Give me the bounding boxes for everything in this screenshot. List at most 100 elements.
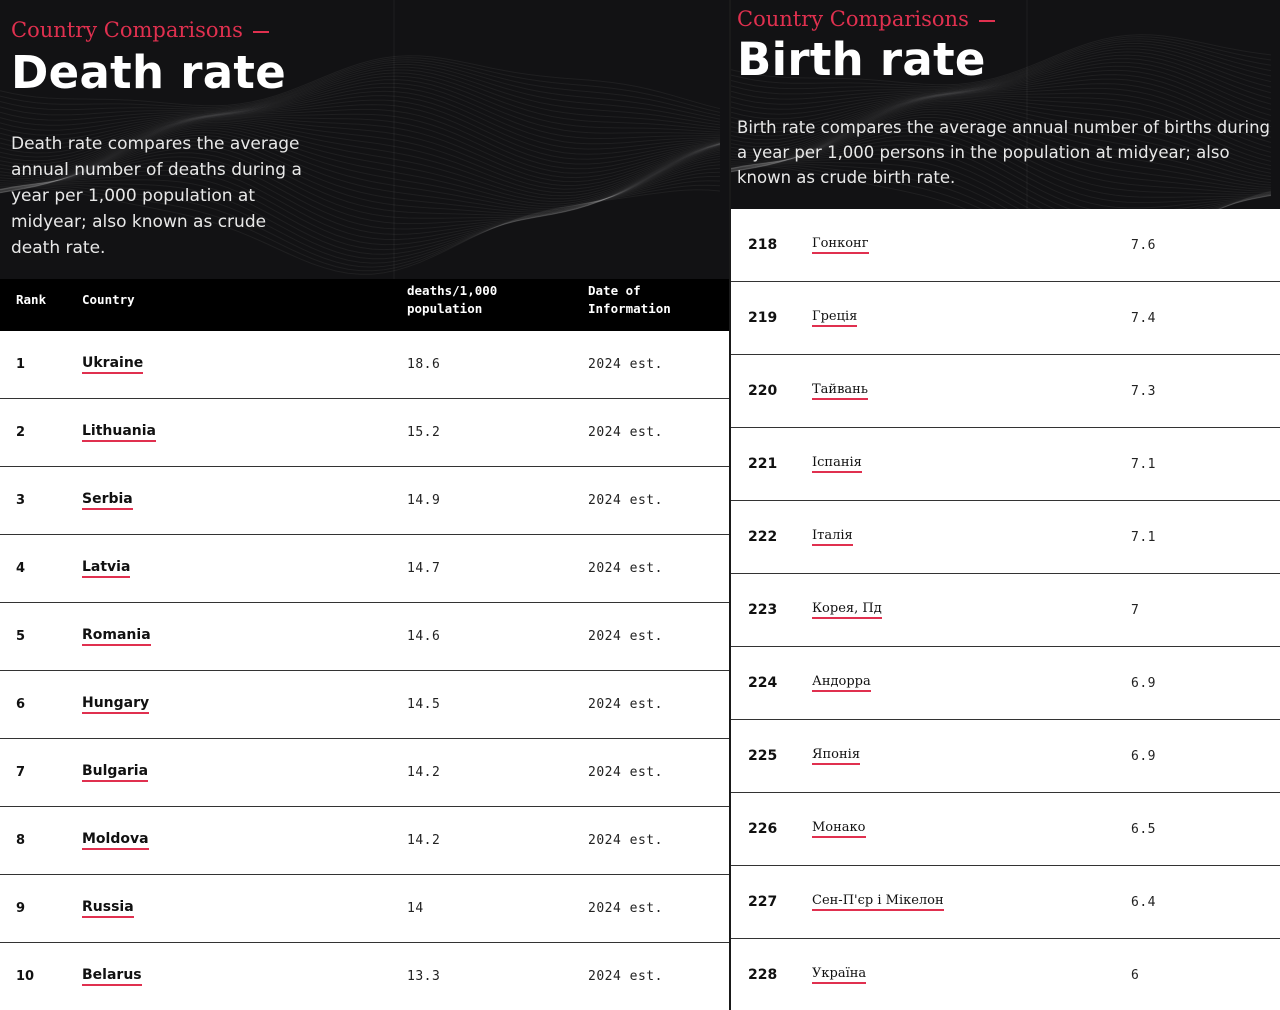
country-link[interactable]: Russia	[82, 899, 134, 918]
death-rate-hero: Country Comparisons Death rate Death rat…	[0, 0, 729, 279]
country-link[interactable]: Україна	[812, 966, 867, 984]
country-link[interactable]: Японія	[812, 747, 861, 765]
value-cell: 14.6	[407, 629, 441, 644]
kicker-dash-icon	[978, 19, 995, 22]
country-link[interactable]: Монако	[812, 820, 866, 838]
country-link[interactable]: Сен-П'єр і Мікелон	[812, 893, 944, 911]
table-row[interactable]: 228 Україна 6	[731, 939, 1280, 1010]
rank-cell: 3	[16, 493, 26, 508]
rank-cell: 6	[16, 697, 26, 712]
column-header-value[interactable]: deaths/1,000 population	[407, 282, 497, 318]
rank-cell: 227	[748, 894, 778, 910]
column-header-rank[interactable]: Rank	[16, 292, 47, 307]
table-row[interactable]: 3 Serbia 14.9 2024 est.	[0, 467, 729, 535]
column-header-date-line2: Information	[588, 301, 671, 316]
date-cell: 2024 est.	[588, 969, 663, 984]
value-cell: 6.9	[1131, 676, 1156, 691]
page-title: Death rate	[11, 46, 287, 99]
country-link[interactable]: Греція	[812, 309, 858, 327]
table-row[interactable]: 4 Latvia 14.7 2024 est.	[0, 535, 729, 603]
column-header-date-line1: Date of	[588, 283, 641, 298]
table-row[interactable]: 219 Греція 7.4	[731, 282, 1280, 355]
table-row[interactable]: 5 Romania 14.6 2024 est.	[0, 603, 729, 671]
column-header-date[interactable]: Date of Information	[588, 282, 671, 318]
value-cell: 6.4	[1131, 895, 1156, 910]
value-cell: 7.4	[1131, 311, 1156, 326]
panel-divider	[729, 0, 731, 1010]
rank-cell: 4	[16, 561, 26, 576]
date-cell: 2024 est.	[588, 697, 663, 712]
value-cell: 7	[1131, 603, 1140, 618]
table-row[interactable]: 221 Іспанія 7.1	[731, 428, 1280, 501]
country-link[interactable]: Bulgaria	[82, 763, 149, 782]
table-row[interactable]: 6 Hungary 14.5 2024 est.	[0, 671, 729, 739]
value-cell: 14.9	[407, 493, 441, 508]
value-cell: 18.6	[407, 357, 441, 372]
rank-cell: 222	[748, 529, 778, 545]
table-row[interactable]: 7 Bulgaria 14.2 2024 est.	[0, 739, 729, 807]
value-cell: 7.6	[1131, 238, 1156, 253]
table-row[interactable]: 10 Belarus 13.3 2024 est.	[0, 943, 729, 1010]
value-cell: 14.2	[407, 765, 441, 780]
value-cell: 7.1	[1131, 530, 1156, 545]
country-link[interactable]: Lithuania	[82, 423, 157, 442]
table-row[interactable]: 8 Moldova 14.2 2024 est.	[0, 807, 729, 875]
value-cell: 14.2	[407, 833, 441, 848]
country-link[interactable]: Андорра	[812, 674, 871, 692]
rank-cell: 2	[16, 425, 26, 440]
table-row[interactable]: 225 Японія 6.9	[731, 720, 1280, 793]
kicker-label[interactable]: Country Comparisons	[11, 18, 243, 42]
rank-cell: 225	[748, 748, 778, 764]
table-row[interactable]: 223 Корея, Пд 7	[731, 574, 1280, 647]
column-header-country[interactable]: Country	[82, 292, 135, 307]
country-link[interactable]: Італія	[812, 528, 853, 546]
country-link[interactable]: Latvia	[82, 559, 131, 578]
section-kicker[interactable]: Country Comparisons	[11, 18, 269, 42]
table-row[interactable]: 218 Гонконг 7.6	[731, 209, 1280, 282]
death-rate-panel: Country Comparisons Death rate Death rat…	[0, 0, 729, 1010]
country-link[interactable]: Serbia	[82, 491, 133, 510]
rank-cell: 1	[16, 357, 26, 372]
country-link[interactable]: Гонконг	[812, 236, 869, 254]
country-link[interactable]: Hungary	[82, 695, 150, 714]
kicker-label[interactable]: Country Comparisons	[737, 7, 969, 31]
value-cell: 7.3	[1131, 384, 1156, 399]
table-row[interactable]: 226 Монако 6.5	[731, 793, 1280, 866]
page-title: Birth rate	[737, 33, 986, 86]
rank-cell: 219	[748, 310, 778, 326]
rank-cell: 226	[748, 821, 778, 837]
table-row[interactable]: 224 Андорра 6.9	[731, 647, 1280, 720]
country-link[interactable]: Тайвань	[812, 382, 868, 400]
wave-background-graphic	[731, 0, 1272, 209]
value-cell: 6	[1131, 968, 1140, 983]
value-cell: 14.7	[407, 561, 441, 576]
rank-cell: 5	[16, 629, 26, 644]
country-link[interactable]: Корея, Пд	[812, 601, 882, 619]
country-link[interactable]: Іспанія	[812, 455, 862, 473]
country-link[interactable]: Ukraine	[82, 355, 144, 374]
birth-rate-hero: Country Comparisons Birth rate Birth rat…	[731, 0, 1280, 209]
birth-rate-panel: Country Comparisons Birth rate Birth rat…	[731, 0, 1280, 1010]
rank-cell: 221	[748, 456, 778, 472]
section-kicker[interactable]: Country Comparisons	[737, 7, 995, 31]
date-cell: 2024 est.	[588, 833, 663, 848]
value-cell: 14	[407, 901, 424, 916]
kicker-dash-icon	[252, 30, 269, 33]
table-row[interactable]: 227 Сен-П'єр і Мікелон 6.4	[731, 866, 1280, 939]
rank-cell: 8	[16, 833, 26, 848]
table-row[interactable]: 9 Russia 14 2024 est.	[0, 875, 729, 943]
country-link[interactable]: Moldova	[82, 831, 149, 850]
column-header-value-line2: population	[407, 301, 483, 316]
value-cell: 14.5	[407, 697, 441, 712]
rank-cell: 228	[748, 967, 778, 983]
rank-cell: 218	[748, 237, 778, 253]
table-row[interactable]: 2 Lithuania 15.2 2024 est.	[0, 399, 729, 467]
table-row[interactable]: 1 Ukraine 18.6 2024 est.	[0, 331, 729, 399]
country-link[interactable]: Belarus	[82, 967, 142, 986]
rank-cell: 10	[16, 969, 35, 984]
value-cell: 6.5	[1131, 822, 1156, 837]
table-row[interactable]: 220 Тайвань 7.3	[731, 355, 1280, 428]
table-row[interactable]: 222 Італія 7.1	[731, 501, 1280, 574]
country-link[interactable]: Romania	[82, 627, 151, 646]
rank-cell: 223	[748, 602, 778, 618]
